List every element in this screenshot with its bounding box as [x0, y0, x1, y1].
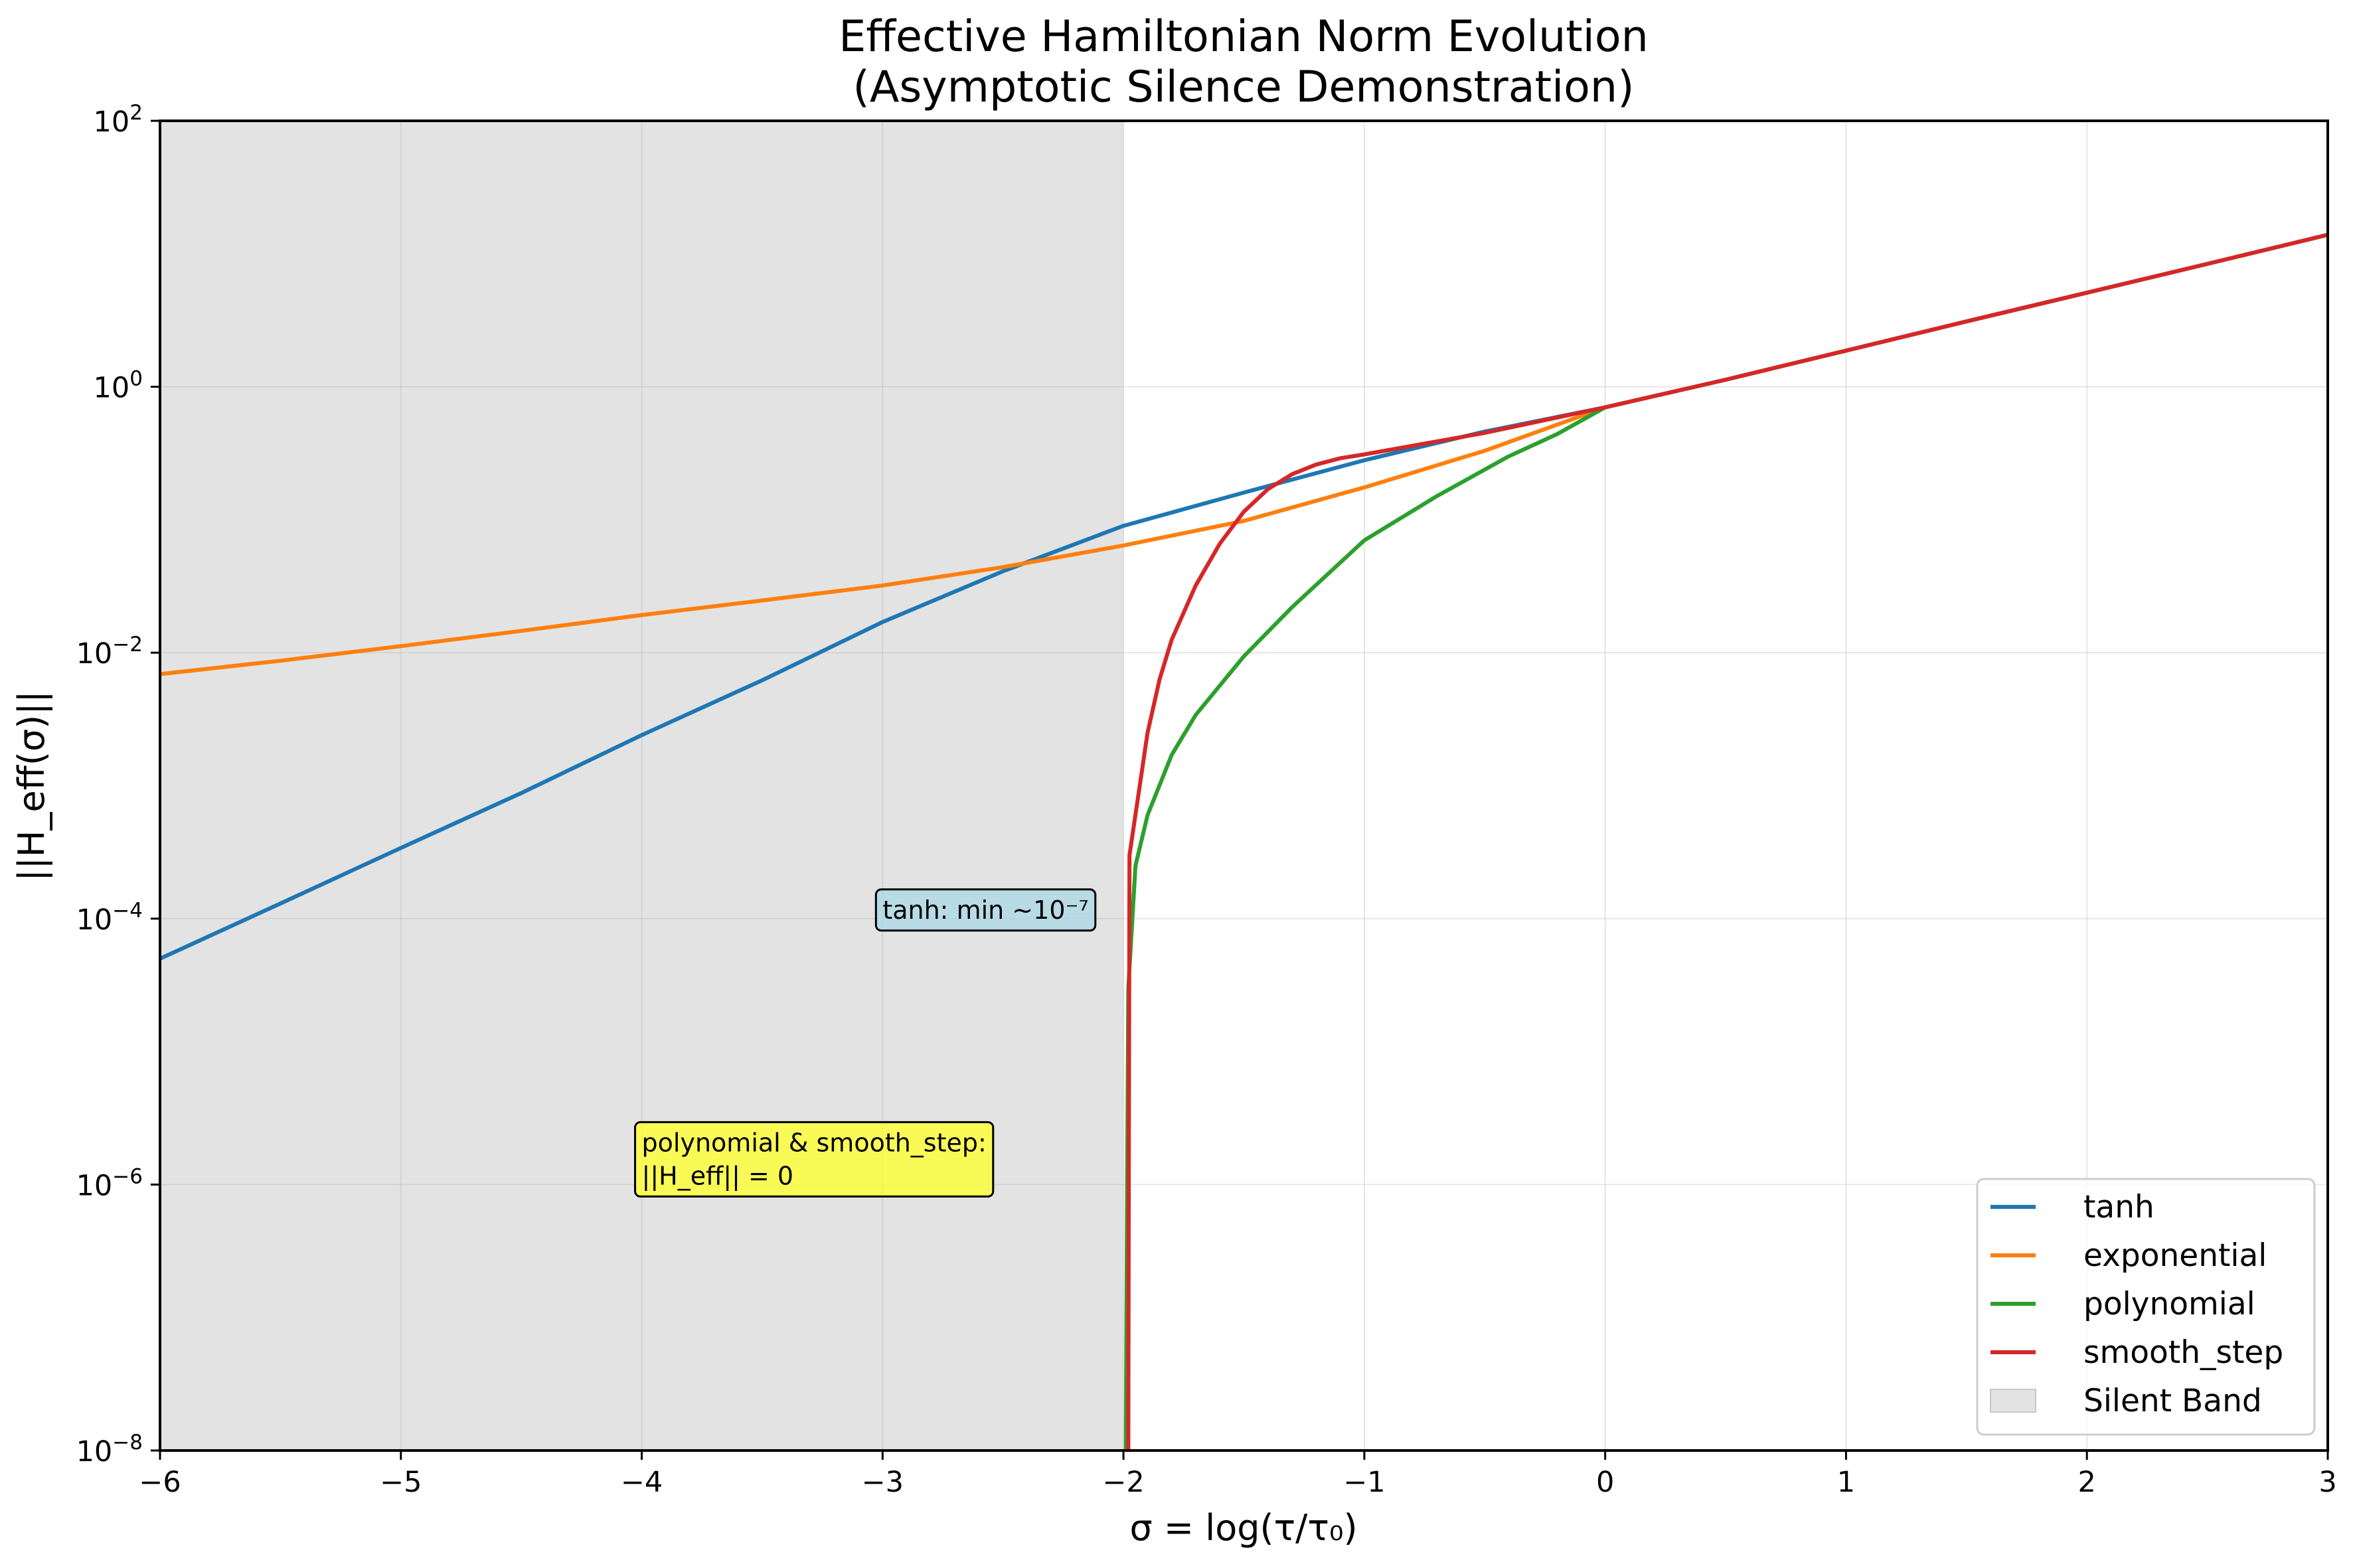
x-tick-label: −4: [621, 1466, 663, 1499]
x-axis-ticks: −6 −5 −4 −3 −2 −1 0 1 2 3: [139, 1450, 2337, 1499]
x-tick-label: 1: [1837, 1466, 1855, 1499]
annotation-layer: tanh: min ~10⁻⁷ polynomial & smooth_step:…: [634, 888, 1097, 1198]
y-tick-label: 10−2: [76, 633, 143, 670]
annotation-text: tanh: min ~10⁻⁷: [882, 896, 1088, 925]
legend-box: [1976, 1178, 2316, 1436]
x-tick-label: −3: [862, 1466, 904, 1499]
legend-label: exponential: [2083, 1237, 2267, 1274]
annotation-text: polynomial & smooth_step:: [642, 1128, 987, 1157]
silent-band: [160, 121, 1124, 1450]
y-tick-label: 102: [94, 101, 143, 139]
annotation-text: ||H_eff|| = 0: [642, 1161, 794, 1191]
annotation-poly: polynomial & smooth_step: ||H_eff|| = 0: [634, 1121, 995, 1198]
series-layer: [159, 232, 2328, 1451]
y-axis-ticks: 10−8 10−6 10−4 10−2 100 102: [76, 101, 160, 1468]
annotation-box: [634, 1121, 995, 1198]
series-line-smooth_step: [1126, 232, 2328, 1451]
chart-title-line2: (Asymptotic Silence Demonstration): [853, 62, 1635, 112]
legend: tanh exponential polynomial smooth_step Sile…: [1976, 1178, 2316, 1436]
x-tick-label: −6: [139, 1466, 181, 1499]
annotation-box: [874, 888, 1097, 932]
y-tick-label: 10−4: [76, 899, 143, 937]
y-tick-label: 10−6: [76, 1164, 143, 1202]
x-tick-label: −5: [380, 1466, 422, 1499]
legend-swatch-silent-band: [1990, 1389, 2036, 1413]
legend-label: tanh: [2083, 1189, 2154, 1225]
plot-frame: [159, 119, 2329, 1452]
x-tick-label: 0: [1596, 1466, 1614, 1499]
x-tick-label: 3: [2318, 1466, 2336, 1499]
x-axis-label: σ = log(τ/τ₀): [1129, 1507, 1357, 1549]
silent-band-layer: [160, 121, 1124, 1450]
y-tick-label: 10−8: [76, 1431, 143, 1468]
x-tick-label: −2: [1102, 1466, 1144, 1499]
annotation-tanh: tanh: min ~10⁻⁷: [874, 888, 1097, 932]
y-axis-label: ||H_eff(σ)||: [11, 690, 52, 881]
y-tick-label: 100: [94, 367, 143, 405]
legend-label: polynomial: [2083, 1286, 2255, 1322]
legend-label: Silent Band: [2083, 1383, 2262, 1419]
legend-label: smooth_step: [2083, 1334, 2283, 1371]
x-tick-label: 2: [2078, 1466, 2096, 1499]
chart-title-line1: Effective Hamiltonian Norm Evolution: [839, 12, 1649, 62]
x-tick-label: −1: [1343, 1466, 1385, 1499]
